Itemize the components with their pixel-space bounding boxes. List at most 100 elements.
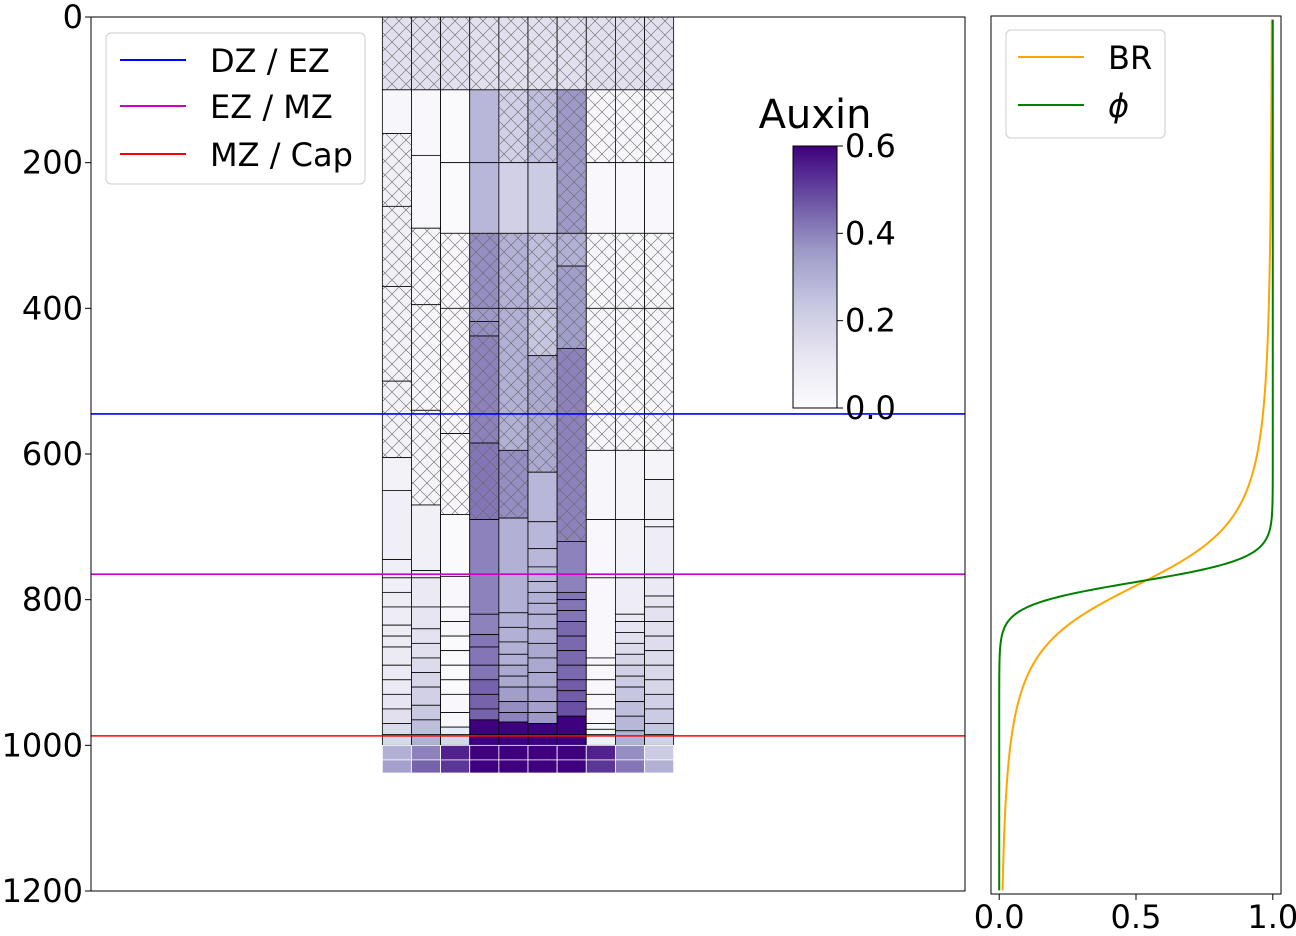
cell [556,541,587,593]
x-tick-label: 0.0 [974,898,1025,936]
cell [527,672,558,688]
cell-hatch [528,233,558,309]
root-cells [381,16,675,774]
cell [381,759,412,774]
cell [440,759,471,774]
cell [556,591,587,601]
cell-hatch [498,17,528,90]
cell [615,632,645,644]
cell [381,679,412,695]
cell [556,715,587,735]
cell [615,653,645,666]
cell [469,162,500,234]
cell-grid-panel: 0 200 400 600 800 1000 1200 Auxin 0.0 0.2 0.4 0.6… [2,0,966,910]
cell-hatch [615,233,645,309]
x-tick-label: 0.5 [1111,898,1162,936]
cell [556,610,587,622]
cell [644,708,675,724]
cell-hatch [498,233,528,309]
cell [527,744,558,761]
cell [644,635,675,652]
zone-boundary-lines [91,413,965,737]
colorbar-tick-label: 0.0 [845,389,896,427]
cell [615,519,645,579]
cell [381,591,412,608]
cell-hatch [440,308,470,434]
cell [469,719,500,735]
cell [440,162,471,234]
cell [615,449,645,520]
y-tick-label: 600 [22,435,83,473]
cell [527,602,558,615]
cell [644,519,675,528]
cell [469,89,500,164]
cell [585,693,616,710]
cell [615,701,645,717]
left-y-axis: 0 200 400 600 800 1000 1200 [2,0,91,910]
cell-hatch [498,450,528,519]
cell-hatch [586,89,616,163]
cell [644,679,675,695]
cell [381,693,412,710]
cell [556,759,587,774]
cell [411,89,442,156]
cell [644,693,675,710]
y-tick-label: 400 [22,289,83,327]
cell [615,730,645,746]
phi-curve [998,19,1274,891]
cell [469,744,500,761]
cell [527,686,558,703]
cell [615,715,645,732]
cell [440,89,471,164]
cell [615,675,645,688]
cell [644,595,675,608]
cell [585,728,616,735]
cell-hatch [382,381,412,458]
cell [411,577,442,608]
cell [556,701,587,717]
cell-hatch [498,308,528,451]
cell-hatch [557,233,587,267]
cell [585,449,616,520]
cell [644,162,675,234]
cell [498,626,529,643]
cell [411,704,442,721]
cell [498,675,529,688]
cell-hatch [528,17,558,90]
cell-hatch [557,266,587,349]
cell [556,599,587,611]
cell [381,708,412,724]
cell-hatch [615,17,645,90]
cell-hatch [382,286,412,382]
cell-hatch [586,308,616,451]
y-tick-label: 200 [22,144,83,182]
cell-hatch [411,228,441,305]
cell-hatch [557,17,587,90]
cell [498,517,529,614]
cell [644,664,675,681]
profile-legend: BR ϕ [1005,29,1166,139]
cell [585,657,616,666]
cell [381,664,412,681]
cell-hatch [469,336,499,444]
cell [469,679,500,695]
cell [469,613,500,636]
cell [381,457,412,491]
colorbar-tick-label: 0.4 [845,214,896,252]
cell-hatch [615,308,645,451]
cell [556,635,587,652]
cell [644,449,675,480]
colorbar-gradient [792,145,838,409]
cell [615,577,645,615]
cell [556,650,587,666]
cell [440,635,471,652]
cell [381,559,412,579]
cell [615,621,645,633]
cell [498,744,529,761]
cell [585,744,616,761]
legend-label-mz-cap: MZ / Cap [210,136,353,174]
cell [527,591,558,604]
cell [440,606,471,622]
cell [556,690,587,703]
